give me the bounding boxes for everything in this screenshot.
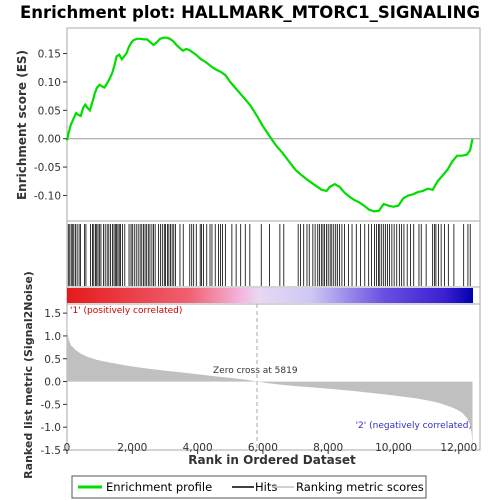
- zero-cross-label: Zero cross at 5819: [213, 366, 298, 376]
- xtick-label: 2,000: [117, 442, 147, 454]
- es-ytick-label: 0.00: [38, 134, 61, 146]
- chart-title: Enrichment plot: HALLMARK_MTORC1_SIGNALI…: [20, 3, 480, 22]
- metric-ytick-label: 0.0: [44, 377, 61, 389]
- metric-ytick-label: 0.5: [44, 354, 61, 366]
- es-ytick-label: 0.10: [38, 77, 61, 89]
- x-axis-label: Rank in Ordered Dataset: [188, 453, 356, 467]
- xtick-label: 8,000: [313, 442, 343, 454]
- enrichment-profile-line: [65, 36, 474, 213]
- rank-colorbar: [67, 288, 473, 303]
- es-panel: [66, 27, 481, 222]
- es-ytick-label: -0.05: [34, 162, 61, 174]
- xtick-label: 4,000: [183, 442, 213, 454]
- legend-metric-label: Ranking metric scores: [296, 480, 424, 494]
- metric-ytick-label: -1.0: [41, 422, 62, 434]
- ranking-metric-area: [67, 312, 473, 447]
- xtick-label: 12,000: [440, 442, 477, 454]
- es-axis-label: Enrichment score (ES): [15, 50, 29, 200]
- legend-enrichment-label: Enrichment profile: [106, 480, 212, 494]
- metric-ytick-label: -1.5: [41, 445, 62, 457]
- xtick-label: 10,000: [375, 442, 412, 454]
- metric-ytick-label: -0.5: [41, 399, 62, 411]
- legend-hits-label: Hits: [255, 480, 277, 494]
- negative-correlation-label: '2' (negatively correlated): [356, 421, 472, 431]
- es-ytick-label: 0.05: [38, 105, 61, 117]
- metric-axis-label: Ranked list metric (Signal2Noise): [22, 271, 35, 479]
- es-layer: [65, 36, 480, 213]
- es-ytick-label: -0.10: [34, 190, 61, 202]
- metric-layer: [67, 304, 473, 450]
- xtick-label: 0: [64, 442, 71, 454]
- positive-correlation-label: '1' (positively correlated): [70, 306, 182, 316]
- metric-ytick-label: 1.5: [44, 308, 61, 320]
- hits-layer: [67, 224, 471, 286]
- ticks-layer: 0.15 0.10 0.05 0.00 -0.05 -0.10 1.5 1.0 0.5 0.0 -0…: [34, 49, 477, 457]
- es-ytick-label: 0.15: [38, 49, 61, 61]
- xtick-label: 6,000: [248, 442, 278, 454]
- metric-ytick-label: 1.0: [44, 331, 61, 343]
